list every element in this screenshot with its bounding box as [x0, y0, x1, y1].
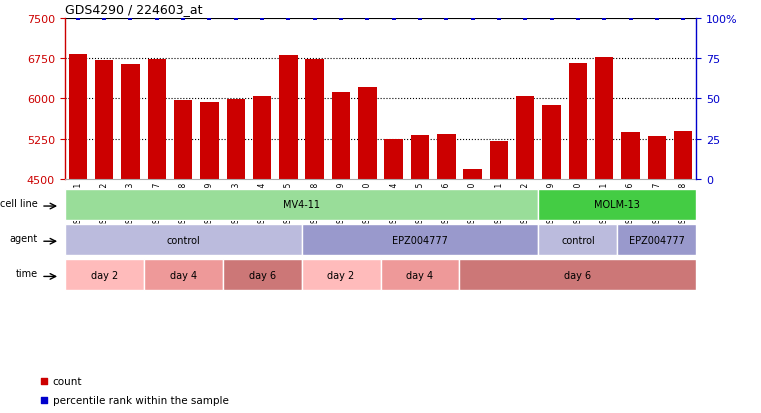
Bar	[200, 102, 218, 180]
Bar	[358, 87, 377, 180]
Bar	[595, 58, 613, 180]
Text: GDS4290 / 224603_at: GDS4290 / 224603_at	[65, 3, 202, 16]
Point	[546, 15, 558, 22]
Bar	[437, 135, 456, 180]
Text: time: time	[16, 268, 38, 278]
Bar	[543, 106, 561, 180]
Bar	[301, 260, 380, 290]
Text: day 6: day 6	[565, 270, 591, 280]
Text: count: count	[53, 376, 82, 386]
Point	[361, 15, 374, 22]
Bar	[65, 190, 539, 220]
Bar	[674, 132, 693, 180]
Text: EPZ004777: EPZ004777	[392, 235, 448, 245]
Bar	[460, 260, 696, 290]
Point	[598, 15, 610, 22]
Bar	[174, 101, 193, 180]
Point	[335, 15, 347, 22]
Text: day 2: day 2	[91, 270, 118, 280]
Text: day 2: day 2	[327, 270, 355, 280]
Bar	[516, 97, 534, 180]
Point	[309, 15, 321, 22]
Text: EPZ004777: EPZ004777	[629, 235, 685, 245]
Bar	[279, 56, 298, 180]
Bar	[65, 260, 144, 290]
Point	[310, 133, 322, 140]
Bar	[411, 135, 429, 180]
Point	[256, 15, 268, 22]
Point	[310, 302, 322, 309]
Point	[72, 15, 84, 22]
Point	[387, 15, 400, 22]
Point	[651, 15, 663, 22]
Point	[493, 15, 505, 22]
Point	[519, 15, 531, 22]
Bar	[301, 225, 539, 255]
Bar	[568, 64, 587, 180]
Point	[151, 15, 163, 22]
Point	[177, 15, 189, 22]
Text: control: control	[561, 235, 595, 245]
Bar	[384, 140, 403, 180]
Text: control: control	[166, 235, 200, 245]
Point	[414, 15, 426, 22]
Point	[440, 15, 452, 22]
Text: day 4: day 4	[406, 270, 434, 280]
Point	[625, 15, 637, 22]
Bar	[121, 65, 140, 180]
Point	[466, 15, 479, 22]
Bar	[223, 260, 301, 290]
Point	[98, 15, 110, 22]
Text: agent: agent	[10, 233, 38, 243]
Bar	[380, 260, 460, 290]
Text: day 6: day 6	[249, 270, 275, 280]
Text: day 4: day 4	[170, 270, 196, 280]
Point	[572, 15, 584, 22]
Bar	[621, 133, 640, 180]
Bar	[490, 142, 508, 180]
Point	[230, 15, 242, 22]
Bar	[144, 260, 223, 290]
Bar	[463, 170, 482, 180]
Text: percentile rank within the sample: percentile rank within the sample	[53, 394, 228, 405]
Point	[677, 15, 689, 22]
Text: MV4-11: MV4-11	[283, 200, 320, 210]
Text: MOLM-13: MOLM-13	[594, 200, 640, 210]
Bar	[68, 55, 87, 180]
Bar	[253, 97, 271, 180]
Text: cell line: cell line	[0, 198, 38, 208]
Bar	[648, 137, 666, 180]
Bar	[539, 190, 696, 220]
Point	[203, 15, 215, 22]
Bar	[305, 60, 324, 180]
Bar	[617, 225, 696, 255]
Bar	[65, 225, 301, 255]
Bar	[95, 60, 113, 180]
Bar	[227, 100, 245, 180]
Point	[124, 15, 136, 22]
Bar	[332, 93, 350, 180]
Point	[282, 15, 295, 22]
Bar	[148, 60, 166, 180]
Bar	[539, 225, 617, 255]
